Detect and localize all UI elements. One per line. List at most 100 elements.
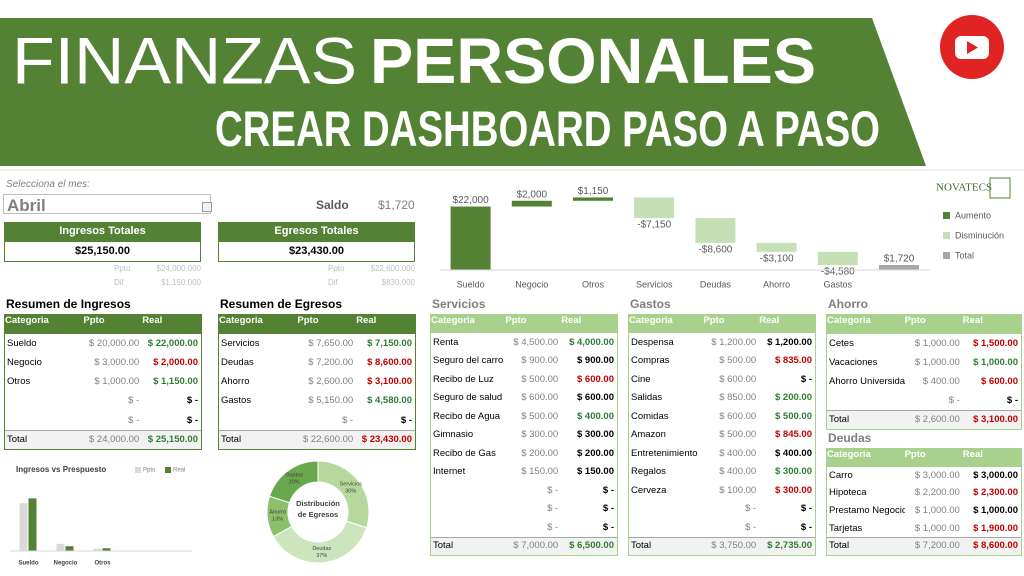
- cell-ppto: $ 7,650.00: [308, 337, 354, 349]
- waterfall-bar: [634, 197, 675, 219]
- table: Categoria Ppto Real Renta $ 4,500.00 $ 4,000.…: [430, 314, 618, 556]
- banner: [0, 18, 926, 166]
- table-header: [431, 315, 617, 334]
- cell-ppto: $ 3,000.00: [914, 469, 960, 481]
- kpi-dif: $830.000: [381, 278, 415, 287]
- kpi-value: $25,150.00: [4, 241, 201, 262]
- table: Categoria Ppto Real Despensa $ 1,200.00 $ 1,2…: [628, 314, 816, 556]
- cell-real: $ 150.00: [577, 466, 614, 478]
- cell-ppto: $ -: [547, 521, 559, 533]
- cell-ppto: $ -: [128, 414, 140, 426]
- value-label: $1,720: [884, 254, 915, 265]
- cell-categoria: Deudas: [221, 357, 254, 369]
- header-cell: Ppto: [904, 315, 926, 326]
- table: Categoria Ppto Real Carro $ 3,000.00 $ 3,000.…: [826, 448, 1022, 556]
- table: Categoria Ppto Real Sueldo $ 20,000.00 $ 22,0…: [4, 314, 202, 450]
- title-bold: PERSONALES: [370, 25, 816, 97]
- header-cell: Real: [962, 449, 983, 460]
- cell-real: $ 3,100.00: [973, 413, 1018, 425]
- cell-real: $ 22,000.00: [147, 337, 198, 349]
- cell-categoria: Carro: [829, 469, 853, 481]
- cell-categoria: Cetes: [829, 337, 854, 349]
- cell-categoria: Total: [829, 413, 850, 425]
- cell-real: $ 600.00: [577, 373, 614, 385]
- total-row: [629, 536, 815, 555]
- cell-real: $ 1,200.00: [767, 336, 812, 348]
- cell-ppto: $ 1,200.00: [711, 336, 757, 348]
- cell-real: $ 1,000.00: [973, 356, 1018, 368]
- cell-real: $ 2,300.00: [973, 487, 1018, 499]
- value-label: $1,150: [578, 186, 609, 197]
- waterfall-bar: [511, 200, 552, 207]
- cell-categoria: Amazon: [631, 429, 666, 441]
- x-tick-label: Otros: [582, 279, 605, 289]
- cell-ppto: $ 200.00: [521, 447, 559, 459]
- saldo-value: $1,720: [378, 198, 415, 212]
- legend-swatch: [943, 232, 950, 239]
- slice-label: Servicios: [340, 482, 363, 488]
- cell-ppto: $ 100.00: [719, 484, 757, 496]
- bar: [102, 548, 111, 551]
- kpi-ppto-label: Ppto: [114, 264, 131, 273]
- cell-categoria: Despensa: [631, 336, 674, 348]
- cell-ppto: $ 7,200.00: [308, 357, 354, 369]
- value-label: -$3,100: [760, 253, 794, 264]
- total-row: [827, 410, 1021, 429]
- cell-real: $ 600.00: [577, 392, 614, 404]
- cell-ppto: $ 600.00: [719, 373, 757, 385]
- x-tick-label: Ahorro: [763, 279, 790, 289]
- cell-real: $ 2,735.00: [767, 540, 812, 551]
- saldo-label: Saldo: [316, 198, 349, 212]
- cell-ppto: $ 1,000.00: [94, 376, 140, 388]
- cell-categoria: Prestamo Negocio: [829, 505, 905, 517]
- header-cell: Categoria: [5, 315, 49, 326]
- cell-real: $ 6,500.00: [569, 540, 614, 551]
- youtube-play: [967, 41, 978, 54]
- header-cell: Categoria: [219, 315, 263, 326]
- cell-ppto: $ 7,200.00: [914, 540, 960, 552]
- slice-label: Deudas: [312, 546, 331, 552]
- cell-ppto: $ 1,000.00: [914, 522, 960, 534]
- x-tick-label: Negocio: [54, 561, 78, 567]
- total-row: [219, 429, 415, 449]
- month-dropdown[interactable]: Abril: [3, 194, 211, 215]
- slice-value: 13%: [272, 516, 283, 522]
- cell-categoria: Sueldo: [7, 337, 37, 349]
- cell-categoria: Total: [829, 540, 850, 552]
- cell-real: $ 8,600.00: [973, 540, 1018, 552]
- legend-label: Ppto: [143, 468, 156, 474]
- youtube-icon[interactable]: [940, 15, 1004, 79]
- cell-ppto: $ -: [745, 521, 757, 533]
- slice-label: Gastos: [285, 473, 303, 479]
- cell-ppto: $ 400.00: [719, 447, 757, 459]
- header-cell: Real: [962, 315, 983, 326]
- cell-real: $ 300.00: [775, 466, 812, 478]
- header-cell: Ppto: [83, 315, 105, 326]
- cell-categoria: Otros: [7, 376, 31, 388]
- waterfall-bar: [695, 218, 736, 243]
- cell-ppto: $ 400.00: [922, 375, 960, 387]
- header-cell: Categoria: [827, 315, 871, 326]
- slice-value: 37%: [316, 553, 327, 559]
- cell-real: $ 3,100.00: [367, 376, 412, 388]
- cell-real: $ 845.00: [775, 429, 812, 441]
- header-cell: Categoria: [629, 315, 673, 326]
- month-value: Abril: [7, 196, 46, 215]
- cell-ppto: $ 400.00: [719, 466, 757, 478]
- dropdown-arrow[interactable]: [202, 202, 212, 212]
- cell-ppto: $ 300.00: [521, 429, 559, 441]
- waterfall-bar: [756, 242, 797, 252]
- table-title: Resumen de Ingresos: [6, 297, 131, 311]
- cell-real: $ 200.00: [577, 447, 614, 459]
- waterfall-bar: [879, 265, 919, 270]
- x-tick-label: Sueldo: [457, 279, 485, 289]
- cell-categoria: Gimnasio: [433, 429, 474, 441]
- header-cell: Real: [759, 315, 780, 326]
- cell-ppto: $ -: [948, 394, 960, 406]
- cell-real: $ -: [1006, 394, 1018, 406]
- selector-label: Selecciona el mes:: [6, 179, 90, 190]
- donut-slice: [268, 460, 319, 504]
- cell-ppto: $ 2,600.00: [308, 376, 354, 388]
- cell-real: $ 400.00: [775, 447, 812, 459]
